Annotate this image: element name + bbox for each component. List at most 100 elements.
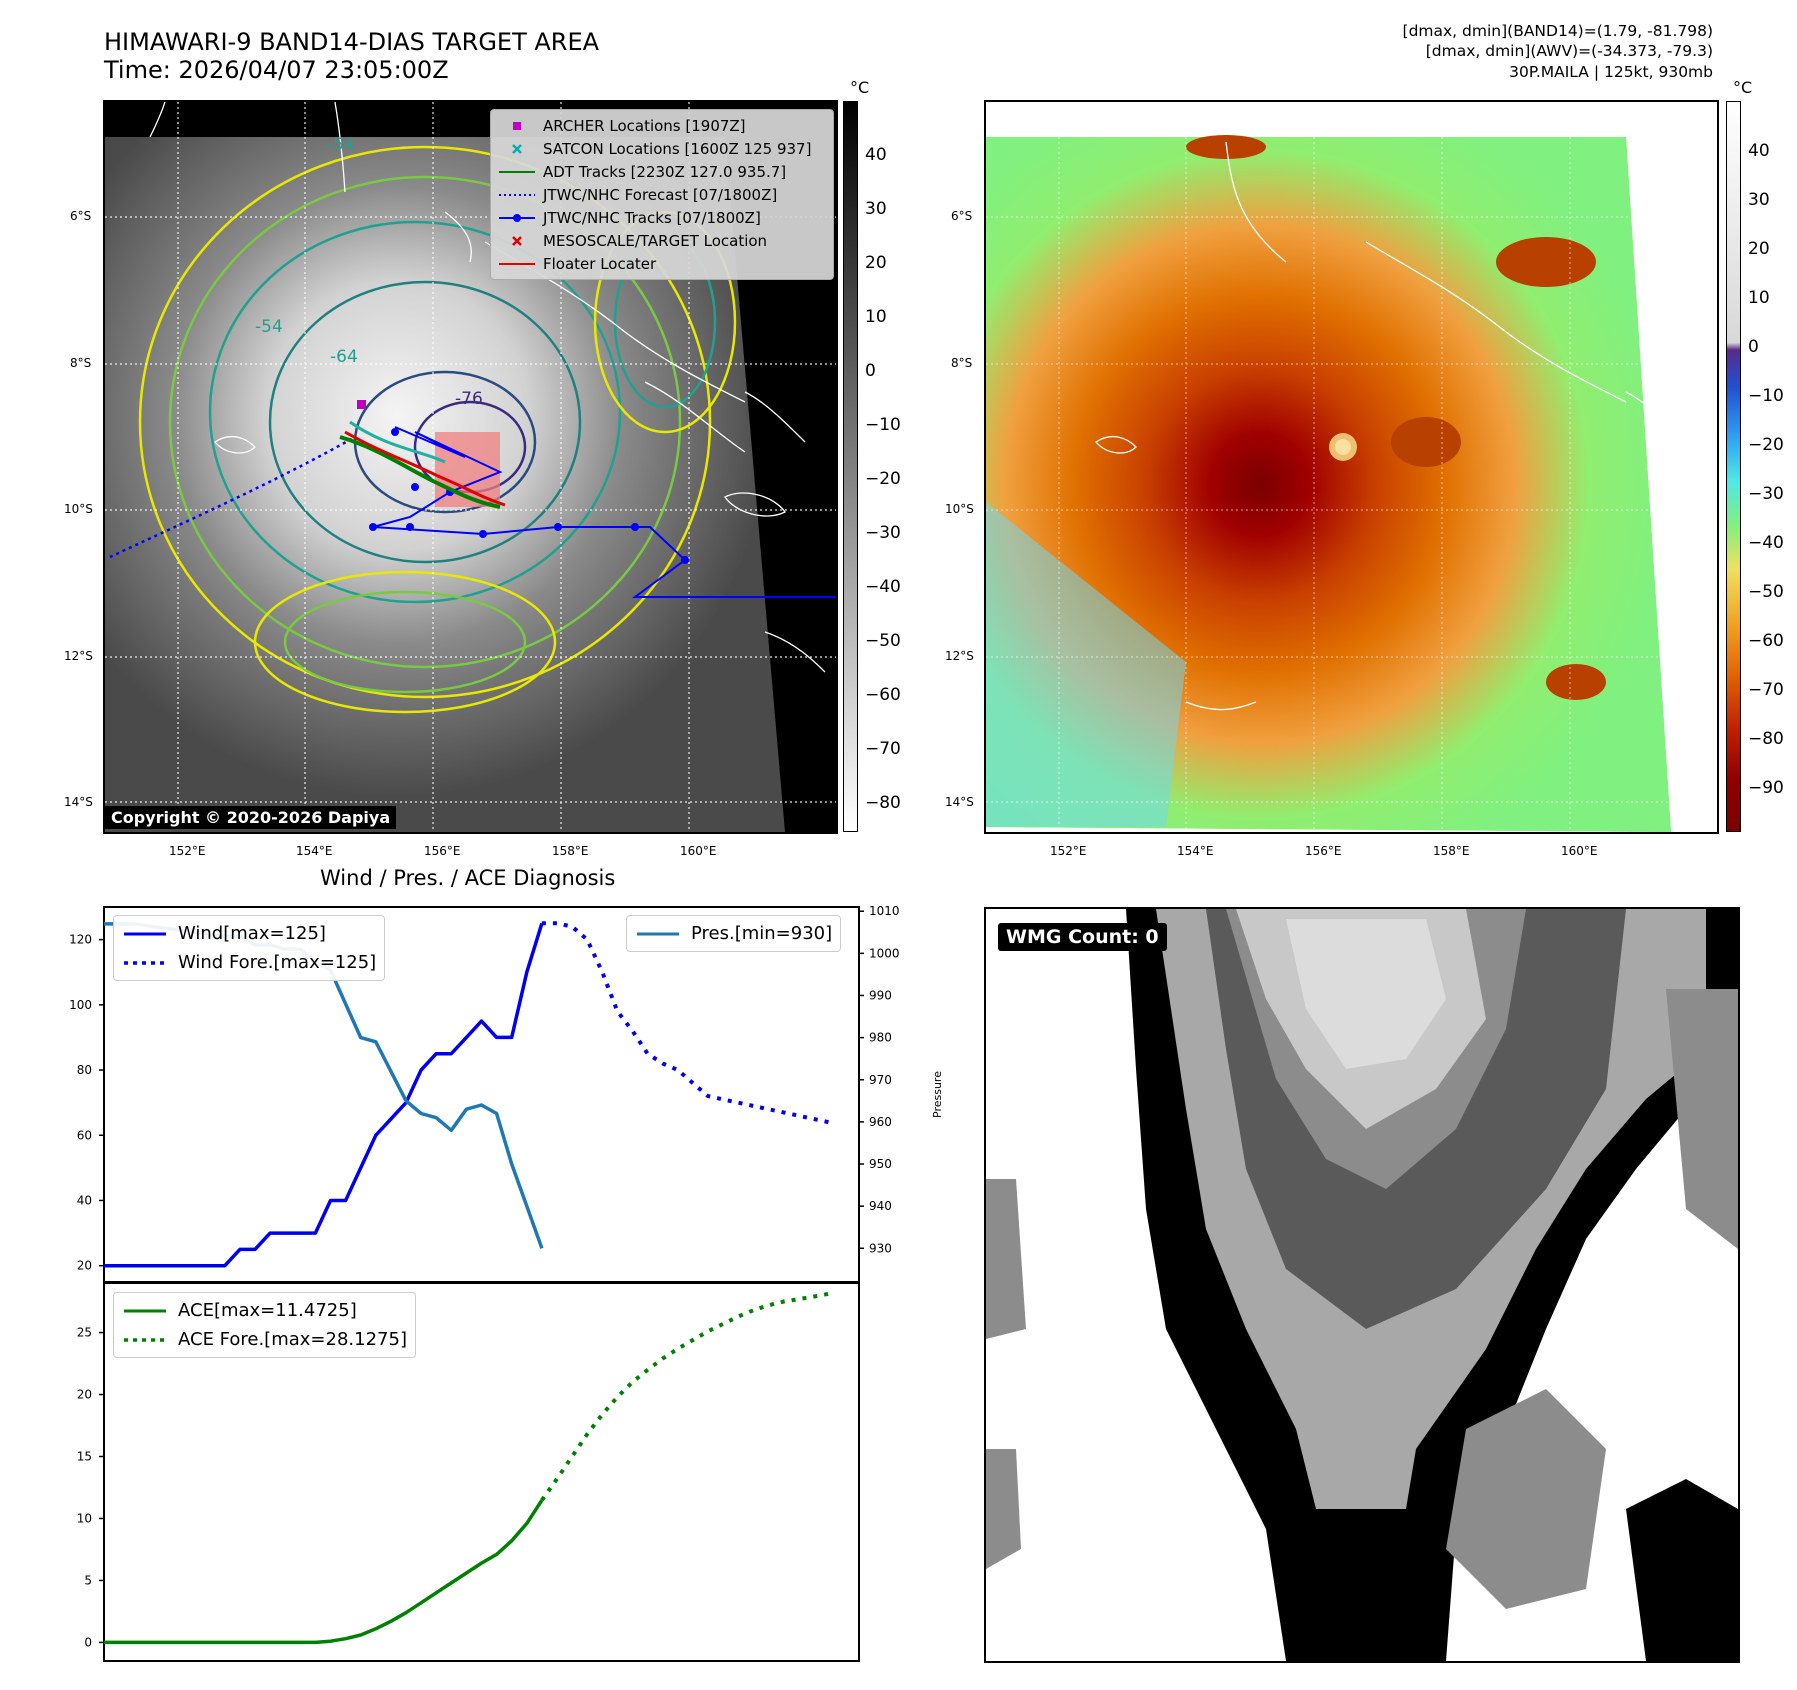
y-tick-label: 100 <box>69 998 92 1012</box>
y2-tick-label: 960 <box>869 1115 892 1129</box>
colorbar-right-tick: −30 <box>1748 484 1784 504</box>
dotted-line-icon <box>499 193 535 196</box>
wind-pressure-chart: 20 40 60 80 100 120 930 940 950 960 970 980 990 1000 1… <box>69 904 944 1283</box>
forecast-track <box>109 435 356 559</box>
legend-ace: ACE[max=11.4725] <box>122 1296 407 1325</box>
awv-lat-tick: 8°S <box>951 356 973 370</box>
chart-title: HIMAWARI-9 BAND14-DIAS TARGET AREA <box>104 28 600 56</box>
y-tick-label: 20 <box>77 1388 92 1402</box>
colorbar-left-tick: −50 <box>865 631 901 651</box>
contour-label-4: -64 <box>330 347 358 367</box>
awv-lon-tick: 160°E <box>1561 844 1598 858</box>
ace-chart: 0510152025ACE <box>77 1282 860 1662</box>
awv-lat-tick: 6°S <box>951 209 973 223</box>
y2-tick-label: 930 <box>869 1241 892 1255</box>
ir-lon-tick: 160°E <box>680 844 717 858</box>
legend-wind-forecast: Wind Fore.[max=125] <box>122 948 376 977</box>
y-tick-label: 10 <box>77 1511 92 1525</box>
y-tick-label: 25 <box>77 1326 92 1340</box>
wmg-panel: WMG Count: 0 <box>984 907 1740 1663</box>
ir-lon-tick: 154°E <box>296 844 333 858</box>
ir-legend: ARCHER Locations [1907Z] SATCON Location… <box>490 109 834 280</box>
wind-legend: Wind[max=125] Wind Fore.[max=125] <box>113 915 386 981</box>
colorbar-right-tick: −80 <box>1748 729 1784 749</box>
ir-lat-tick: 10°S <box>64 502 93 516</box>
colorbar-right-unit: °C <box>1733 78 1753 97</box>
colorbar-left-tick: 20 <box>865 253 887 273</box>
awv-lon-tick: 154°E <box>1177 844 1214 858</box>
line-icon <box>124 1309 166 1312</box>
y-tick-label: 15 <box>77 1450 92 1464</box>
ir-lat-tick: 14°S <box>64 795 93 809</box>
line-icon <box>124 932 166 935</box>
colorbar-left-tick: −30 <box>865 523 901 543</box>
colorbar-right-tick: −20 <box>1748 435 1784 455</box>
legend-pressure: Pres.[min=930] <box>635 919 832 948</box>
series-line-wind <box>104 922 544 1268</box>
colorbar-right-tick: −60 <box>1748 631 1784 651</box>
y2-tick-label: 970 <box>869 1073 892 1087</box>
y-tick-label: 120 <box>69 933 92 947</box>
awv-map-image <box>986 102 1717 832</box>
info-band14: [dmax, dmin](BAND14)=(1.79, -81.798) <box>1402 22 1713 40</box>
ir-map-panel: -54 -76 -54 -64 Copyright © 2020-2026 Da… <box>103 100 838 834</box>
dotted-line-icon <box>124 1337 166 1342</box>
colorbar-left-tick: 10 <box>865 307 887 327</box>
colorbar-left-tick: −80 <box>865 793 901 813</box>
awv-lat-tick: 12°S <box>945 649 974 663</box>
ir-lat-tick: 12°S <box>64 649 93 663</box>
y2-tick-label: 980 <box>869 1031 892 1045</box>
ir-lon-tick: 152°E <box>169 844 206 858</box>
colorbar-right-tick: −50 <box>1748 582 1784 602</box>
colorbar-left-tick: 30 <box>865 199 887 219</box>
x-marker-icon <box>512 143 522 154</box>
line-icon <box>499 262 535 265</box>
contour-label-2: -76 <box>455 389 483 409</box>
archer-marker <box>357 400 366 409</box>
plot-frame <box>103 1282 860 1662</box>
colorbar-left-tick: 0 <box>865 361 876 381</box>
colorbar-right-tick: 40 <box>1748 141 1770 161</box>
y2-tick-label: 1010 <box>869 904 900 918</box>
legend-mesoscale: MESOSCALE/TARGET Location <box>497 229 827 252</box>
wmg-image <box>986 909 1738 1661</box>
awv-lat-tick: 14°S <box>945 795 974 809</box>
colorbar-left-tick: −60 <box>865 685 901 705</box>
ace-legend: ACE[max=11.4725] ACE Fore.[max=28.1275] <box>113 1292 416 1358</box>
wmg-count-badge: WMG Count: 0 <box>998 923 1167 951</box>
colorbar-left-tick: −70 <box>865 739 901 759</box>
legend-forecast: JTWC/NHC Forecast [07/1800Z] <box>497 183 827 206</box>
y-tick-label: 60 <box>77 1128 92 1142</box>
colorbar-right-tick: 30 <box>1748 190 1770 210</box>
x-marker-icon <box>512 235 522 246</box>
diagnosis-title: Wind / Pres. / ACE Diagnosis <box>320 866 616 890</box>
info-awv: [dmax, dmin](AWV)=(-34.373, -79.3) <box>1425 42 1713 60</box>
legend-archer: ARCHER Locations [1907Z] <box>497 114 827 137</box>
y2-tick-label: 950 <box>869 1157 892 1171</box>
contour-label-1: -54 <box>327 135 355 155</box>
awv-map-panel <box>984 100 1719 834</box>
y2-axis-label: Pressure <box>931 1071 944 1118</box>
colorbar-left-tick: −40 <box>865 577 901 597</box>
ir-lat-tick: 8°S <box>70 356 92 370</box>
colorbar-right-tick: 20 <box>1748 239 1770 259</box>
awv-lon-tick: 158°E <box>1433 844 1470 858</box>
y-tick-label: 20 <box>77 1259 92 1273</box>
y2-tick-label: 1000 <box>869 946 900 960</box>
legend-wind: Wind[max=125] <box>122 919 376 948</box>
line-dot-icon <box>499 213 535 222</box>
colorbar-left-unit: °C <box>850 78 870 97</box>
colorbar-right-tick: 10 <box>1748 288 1770 308</box>
y-tick-label: 0 <box>84 1635 92 1649</box>
colorbar-right-tick: −90 <box>1748 778 1784 798</box>
awv-lat-tick: 10°S <box>945 502 974 516</box>
info-storm: 30P.MAILA | 125kt, 930mb <box>1509 63 1713 81</box>
legend-ace-forecast: ACE Fore.[max=28.1275] <box>122 1325 407 1354</box>
y2-tick-label: 940 <box>869 1199 892 1213</box>
ir-lon-tick: 156°E <box>424 844 461 858</box>
ir-lat-tick: 6°S <box>70 209 92 223</box>
contour-label-3: -54 <box>255 317 283 337</box>
legend-adt: ADT Tracks [2230Z 127.0 935.7] <box>497 160 827 183</box>
y-tick-label: 80 <box>77 1063 92 1077</box>
copyright-badge: Copyright © 2020-2026 Dapiya <box>105 806 397 829</box>
